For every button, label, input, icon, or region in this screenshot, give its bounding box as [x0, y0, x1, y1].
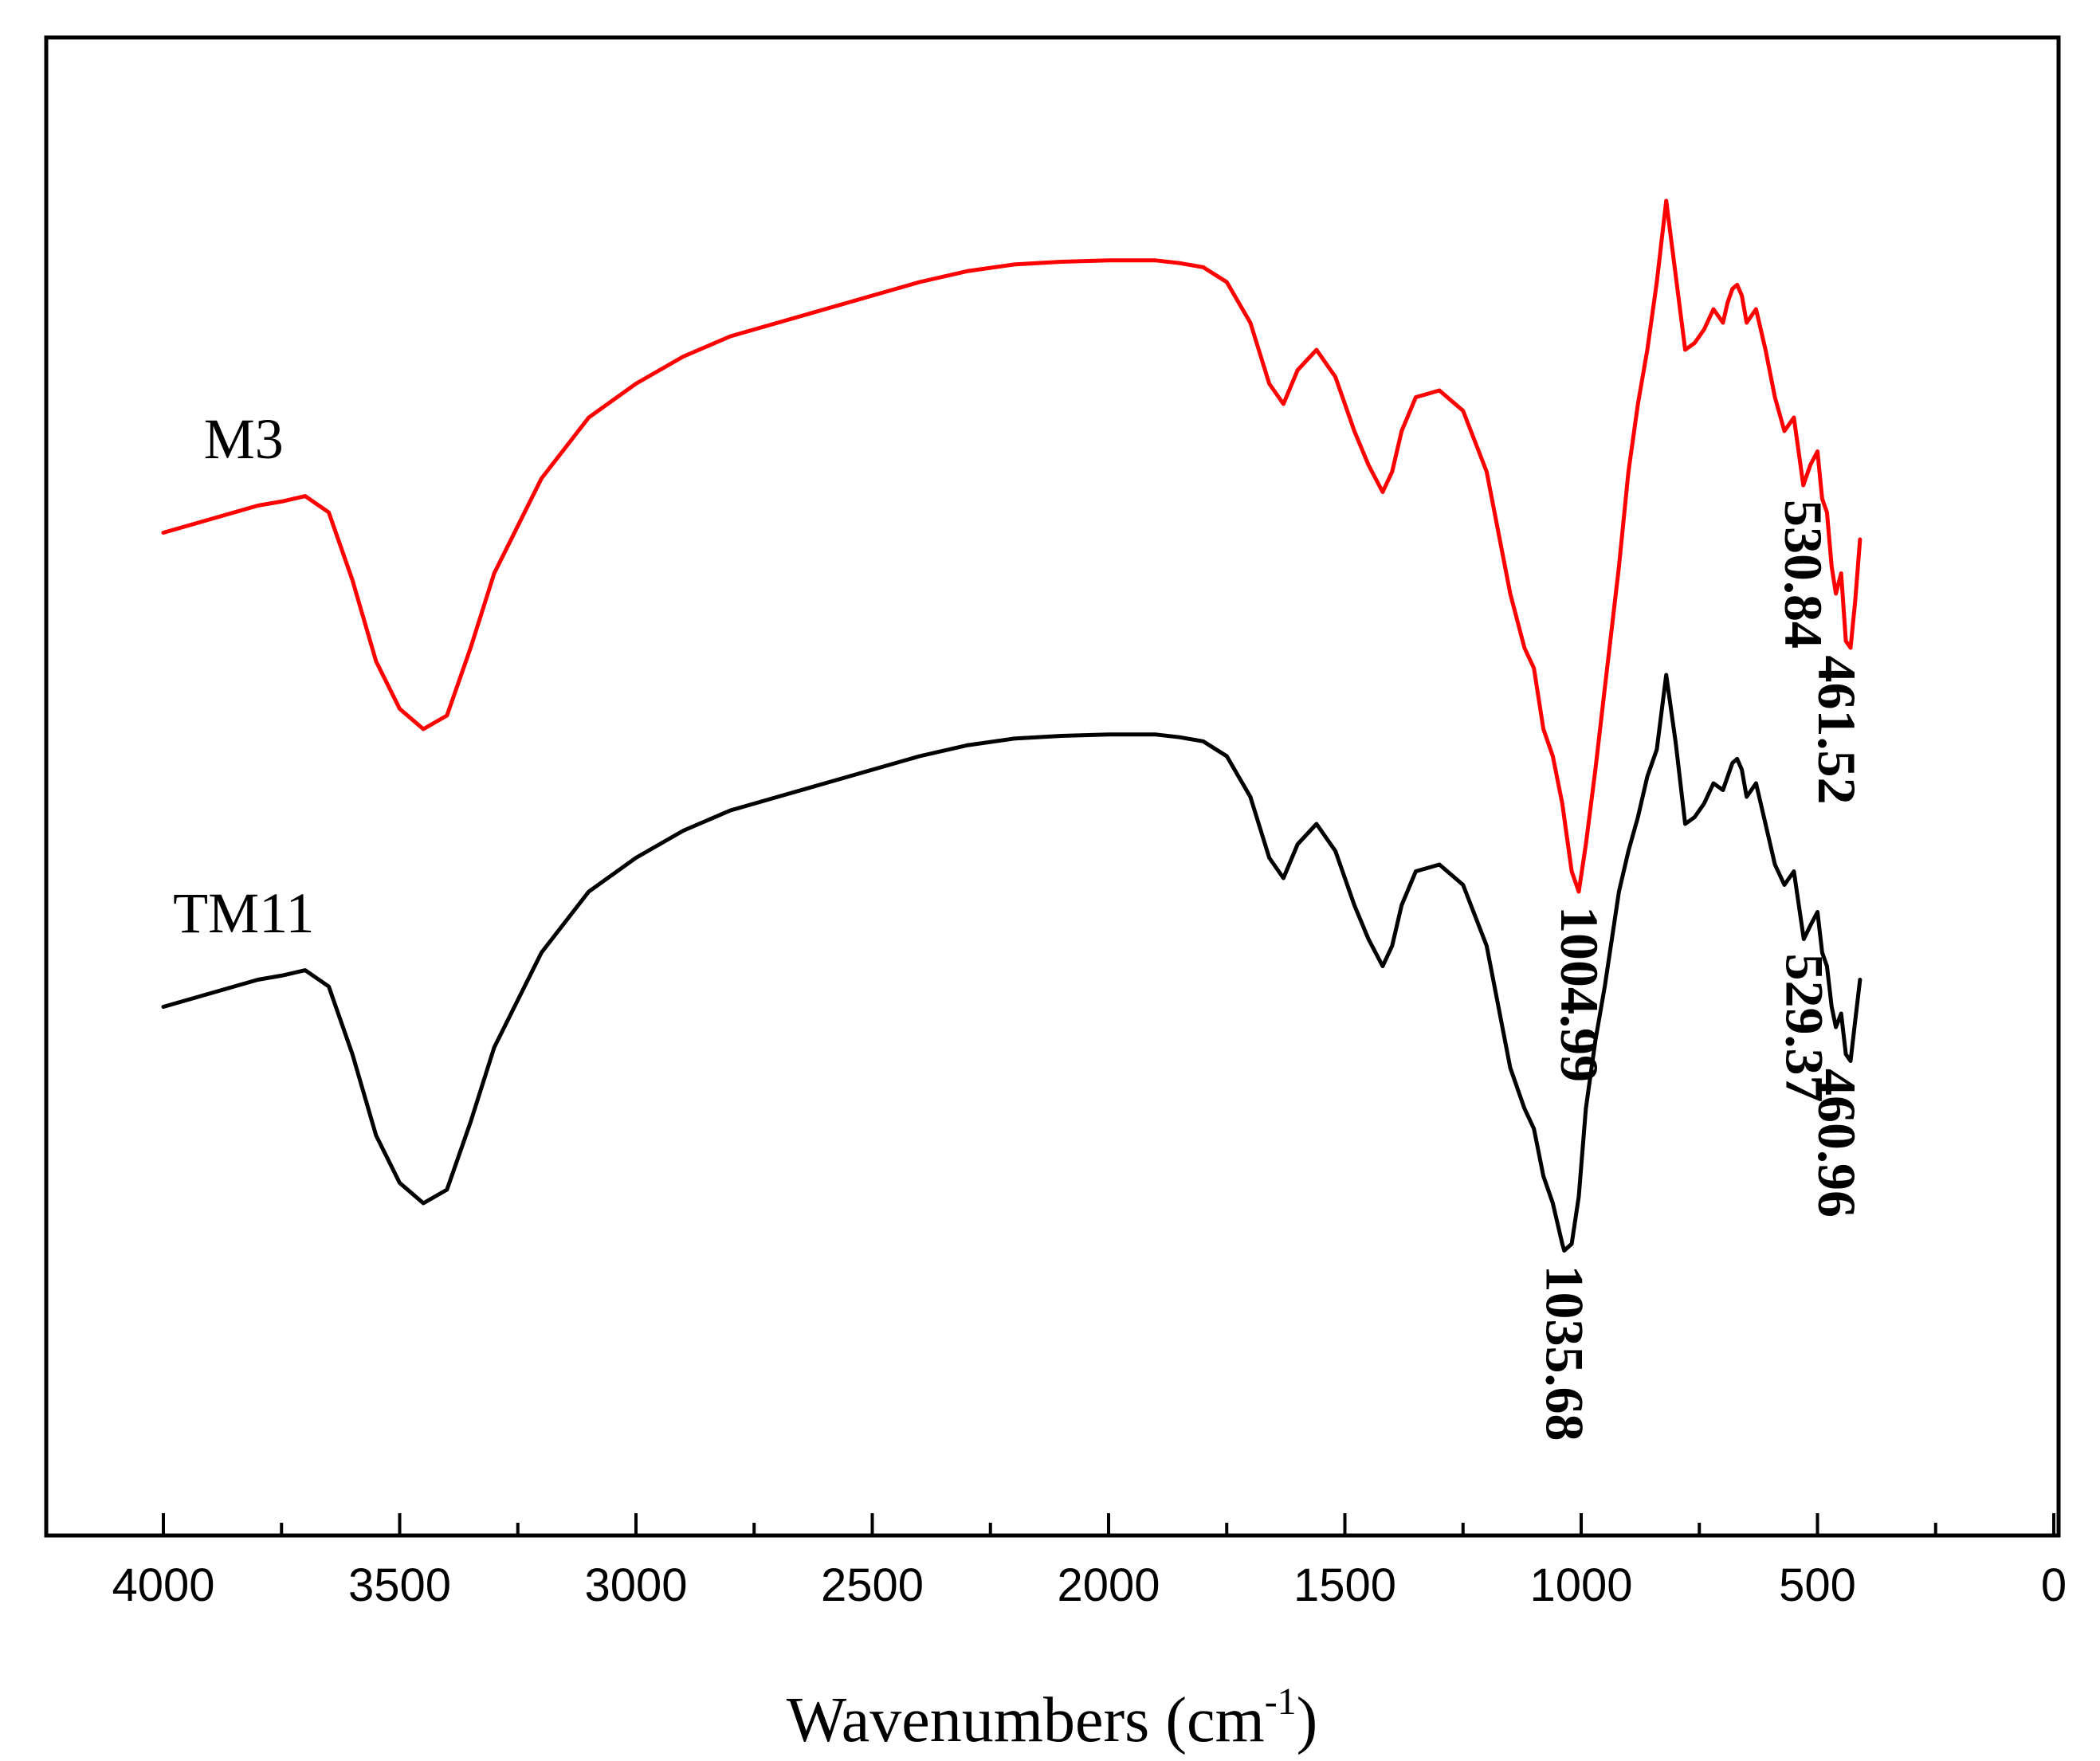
- x-ticks: 4000 3500 3000 2500 2000 1500 1000 500 0: [112, 1513, 2067, 1611]
- series-line-tm11: [161, 673, 1863, 1253]
- x-axis-label-close: ): [1297, 1685, 1318, 1755]
- x-tick-label: 2500: [821, 1559, 924, 1611]
- series-layer: [161, 198, 1863, 1253]
- x-tick-label: 4000: [112, 1559, 214, 1611]
- peak-annotation: 530.84: [1773, 500, 1834, 649]
- plot-frame: [44, 35, 2061, 1538]
- peak-annotation: 1004.99: [1549, 906, 1610, 1082]
- x-tick-label: 1500: [1293, 1559, 1396, 1611]
- x-axis-label-superscript: -1: [1265, 1681, 1297, 1723]
- series-line-m3: [161, 198, 1863, 894]
- peak-annotation: 1035.68: [1535, 1265, 1596, 1441]
- peak-annotation: 461.52: [1807, 656, 1867, 805]
- peak-annotation: 529.37: [1774, 954, 1835, 1103]
- peak-annotation: 460.96: [1807, 1069, 1867, 1218]
- x-tick-label: 500: [1779, 1559, 1856, 1611]
- x-tick-label: 2000: [1057, 1559, 1160, 1611]
- x-tick-label: 0: [2041, 1559, 2067, 1611]
- series-label-tm11: TM11: [173, 881, 314, 945]
- labels-layer: M3 TM11 1004.99 530.84 461.52 1035.68 529.3746…: [173, 407, 1867, 1441]
- series-label-m3: M3: [204, 407, 284, 471]
- x-axis-label-text: Wavenumbers (cm: [787, 1685, 1265, 1755]
- x-axis-label: Wavenumbers (cm-1): [787, 1681, 1318, 1755]
- x-tick-label: 3000: [584, 1559, 687, 1611]
- x-tick-label: 3500: [348, 1559, 451, 1611]
- x-tick-label: 1000: [1529, 1559, 1632, 1611]
